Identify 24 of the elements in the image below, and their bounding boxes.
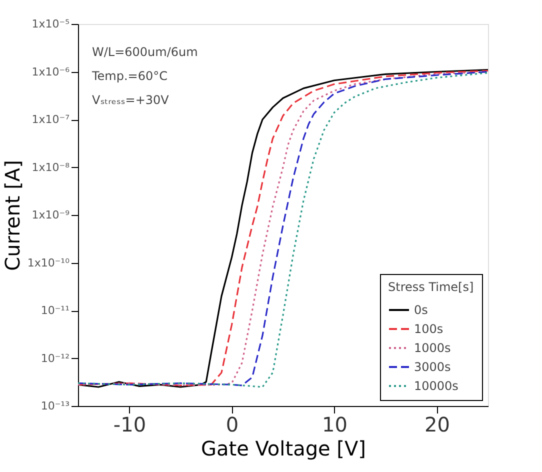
y-tick-label: 1x10⁻⁵ [32,18,70,30]
y-tick-label: 1x10⁻¹⁰ [27,256,70,270]
x-tick-label: -10 [113,412,146,436]
legend-label: 1000s [414,341,451,355]
x-tick-label: 10 [322,412,348,436]
y-tick-label: 1x10⁻⁶ [32,65,70,78]
x-tick-label: 20 [424,412,450,436]
y-tick-label: 10⁻¹³ [40,400,70,412]
legend-label: 10000s [414,379,458,393]
y-tick-label: 10⁻¹¹ [40,304,70,317]
y-tick-label: 1x10⁻⁸ [32,160,70,174]
y-tick-label: 10⁻¹² [40,352,70,365]
legend-label: 100s [414,322,444,336]
x-axis-title: Gate Voltage [V] [201,436,366,460]
y-axis-title: Current [A] [0,160,24,271]
legend-label: 3000s [414,360,451,374]
x-tick-label: 0 [226,412,239,436]
annotation: Temp.=60°C [91,69,168,83]
legend-title: Stress Time[s] [388,280,474,294]
legend-label: 0s [414,303,428,317]
annotation: W/L=600um/6um [92,45,198,59]
y-tick-label: 1x10⁻⁷ [32,113,70,126]
y-tick-label: 1x10⁻⁹ [32,208,70,222]
annotation: Vₛₜᵣₑₛₛ=+30V [92,93,170,107]
